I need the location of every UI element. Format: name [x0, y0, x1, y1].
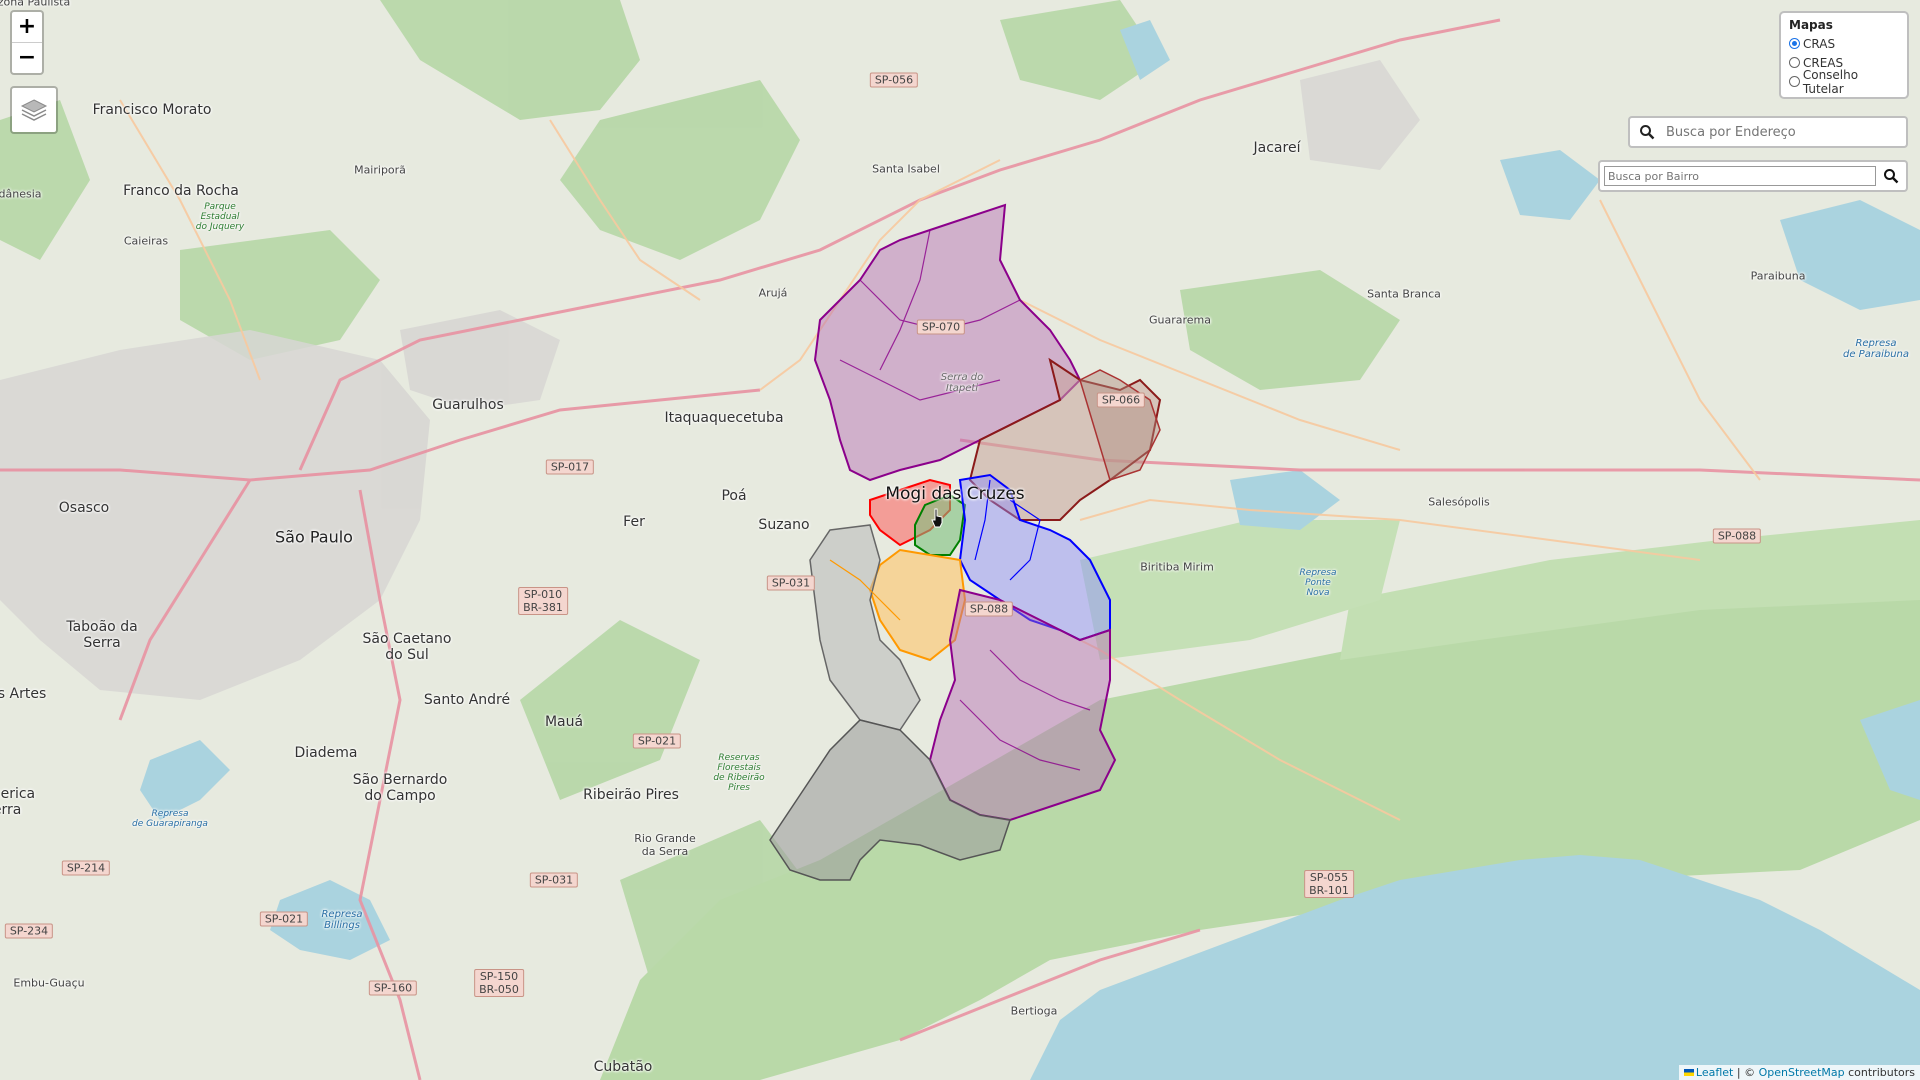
forest-areas	[0, 0, 1400, 980]
road-shield: SP-088	[964, 601, 1014, 617]
road-shield: SP-150 BR-050	[474, 969, 524, 997]
place-label-artes: s Artes	[0, 686, 47, 702]
zoom-in-button[interactable]: +	[17, 14, 37, 39]
place-label-sao-caetano: São Caetano do Sul	[362, 631, 452, 663]
road-shield: SP-234	[4, 923, 54, 939]
place-label-francisco-morato: Francisco Morato	[92, 102, 212, 118]
road-shield: SP-031	[529, 872, 579, 888]
bairro-search-input[interactable]	[1604, 166, 1876, 186]
road-shield: SP-070	[916, 319, 966, 335]
road-shield: SP-066	[1096, 392, 1146, 408]
leaflet-flag-icon	[1683, 1069, 1694, 1076]
place-label-represa-paraibuna: Represa de Paraibuna	[1842, 338, 1910, 360]
road-shield: SP-160	[368, 980, 418, 996]
zoom-out-button[interactable]: −	[12, 42, 42, 73]
bairro-search-control	[1598, 160, 1908, 192]
place-label-mairipora: Mairiporã	[354, 163, 406, 177]
radio-option-creas[interactable]: CREAS	[1789, 53, 1901, 72]
mapas-panel-title: Mapas	[1789, 18, 1833, 32]
mouse-cursor-icon	[931, 508, 943, 528]
secondary-roads	[119, 99, 1761, 821]
road-shield: SP-055 BR-101	[1304, 870, 1354, 898]
road-shield: SP-021	[259, 911, 309, 927]
search-icon[interactable]	[1630, 124, 1664, 140]
place-label-ribeirao-pires: Ribeirão Pires	[583, 787, 679, 803]
place-label-represa-guarapiranga: Represa de Guarapiranga	[132, 809, 208, 829]
place-label-suzano: Suzano	[758, 517, 810, 533]
place-label-guarulhos: Guarulhos	[432, 397, 504, 413]
place-label-salesopolis: Salesópolis	[1428, 495, 1490, 509]
road-shield: SP-088	[1712, 528, 1762, 544]
radio-label-creas: CREAS	[1803, 55, 1844, 70]
bairro-search-button[interactable]	[1876, 168, 1906, 184]
road-shield: SP-017	[545, 459, 595, 475]
attribution-suffix: contributors	[1844, 1066, 1915, 1079]
place-label-santa-isabel: Santa Isabel	[872, 162, 940, 176]
place-label-osasco: Osasco	[58, 500, 110, 516]
place-label-represa-ponte-nova: Represa Ponte Nova	[1299, 568, 1337, 598]
place-label-cubatao: Cubatão	[593, 1059, 653, 1075]
road-shield: SP-031	[766, 575, 816, 591]
radio-option-cras[interactable]: CRAS	[1789, 34, 1901, 53]
place-label-rio-grande: Rio Grande da Serra	[634, 832, 696, 858]
place-label-reservas-ribeirao: Reservas Florestais de Ribeirão Pires	[713, 753, 765, 793]
place-label-represa-billings: Represa Billings	[321, 909, 363, 931]
layers-icon	[20, 99, 48, 121]
ocean	[1030, 855, 1920, 1080]
osm-link[interactable]: OpenStreetMap	[1758, 1066, 1845, 1079]
mapas-layer-panel: Mapas CRAS CREAS Conselho Tutelar	[1779, 11, 1909, 99]
zoom-control: + −	[10, 10, 44, 75]
radio-label-conselho-tutelar: Conselho Tutelar	[1802, 67, 1859, 96]
place-label-itaquaquecetuba: Itaquaquecetuba	[664, 410, 784, 426]
place-label-bertioga: Bertioga	[1010, 1004, 1058, 1018]
place-label-taboao: Taboão da Serra	[66, 619, 138, 651]
layers-control-button[interactable]	[10, 86, 58, 134]
place-label-zona-paulista: zona Paulista	[0, 0, 71, 9]
place-label-jacarei: Jacareí	[1253, 140, 1301, 156]
place-label-maua: Mauá	[544, 714, 584, 730]
place-label-aruja: Arujá	[758, 286, 788, 300]
road-shield: SP-021	[632, 733, 682, 749]
place-label-caieiras: Caieiras	[123, 234, 169, 248]
radio-option-conselho-tutelar[interactable]: Conselho Tutelar	[1789, 68, 1901, 96]
leaflet-link[interactable]: Leaflet	[1695, 1066, 1734, 1079]
search-icon	[1884, 169, 1899, 184]
map-attribution: Leaflet | © OpenStreetMap contributors	[1678, 1065, 1920, 1080]
place-label-santo-andre: Santo André	[423, 692, 511, 708]
place-label-embu: Embu-Guaçu	[13, 976, 85, 990]
address-search-input[interactable]	[1664, 123, 1898, 141]
road-shield: SP-010 BR-381	[518, 587, 568, 615]
place-label-danesia: dânesia	[0, 187, 42, 201]
place-label-paraibuna: Paraibuna	[1750, 269, 1806, 283]
place-label-biritiba: Biritiba Mirim	[1140, 560, 1214, 574]
place-label-serra-itapeti: Serra do Itapeti	[940, 372, 984, 394]
place-label-sao-bernardo: São Bernardo do Campo	[352, 772, 448, 804]
place-label-sao-paulo: São Paulo	[275, 527, 353, 547]
place-label-mogi: Mogi das Cruzes	[885, 484, 1025, 504]
place-label-santa-branca: Santa Branca	[1367, 287, 1441, 301]
place-label-franco-da-rocha: Franco da Rocha	[123, 183, 239, 199]
radio-button-creas[interactable]	[1789, 57, 1800, 68]
attribution-separator: | ©	[1733, 1066, 1759, 1079]
place-label-cerica: cerica erra	[0, 786, 36, 818]
serra-do-mar-forest	[600, 590, 1920, 1080]
place-label-poa: Poá	[721, 488, 747, 504]
road-shield: SP-214	[61, 860, 111, 876]
radio-label-cras: CRAS	[1803, 36, 1836, 51]
cras-territories	[769, 203, 1162, 881]
radio-button-conselho-tutelar[interactable]	[1789, 76, 1800, 87]
place-label-guararema: Guararema	[1148, 313, 1212, 327]
place-label-fer: Fer	[623, 514, 645, 530]
place-label-diadema: Diadema	[294, 745, 358, 761]
radio-button-cras[interactable]	[1789, 38, 1800, 49]
road-shield: SP-056	[869, 72, 919, 88]
address-search-control	[1628, 116, 1908, 148]
place-label-parque-juquery: Parque Estadual do Juquery	[195, 202, 245, 232]
